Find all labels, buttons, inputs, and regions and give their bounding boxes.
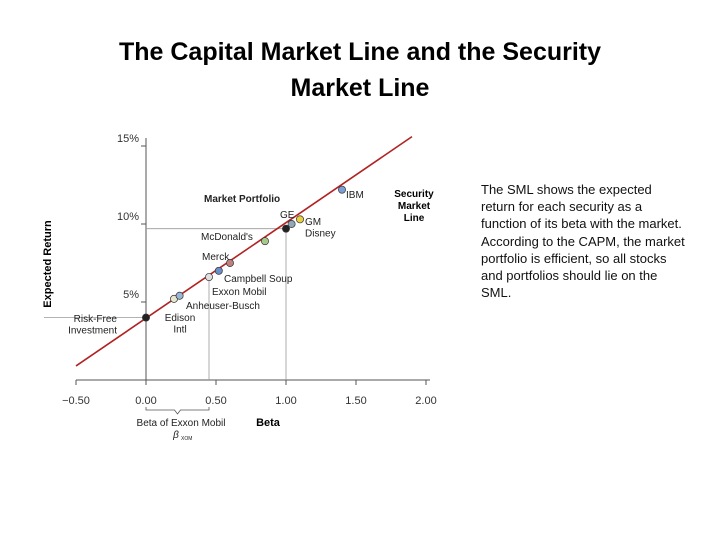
y-tick-label: 5%	[123, 289, 139, 301]
title-line-2: Market Line	[290, 74, 430, 102]
x-tick-label: 1.50	[345, 395, 366, 407]
y-axis-label: Expected Return	[42, 220, 54, 308]
exxon-beta-label: Beta of Exxon Mobil	[137, 418, 226, 429]
x-tick-label: 0.50	[205, 395, 226, 407]
point-label: Intl	[173, 325, 186, 336]
y-tick-label: 15%	[117, 133, 139, 145]
sml-label: Market	[398, 201, 431, 212]
x-tick-label: 0.00	[135, 395, 156, 407]
x-tick-label: −0.50	[62, 395, 90, 407]
description-text: The SML shows the expected return for ea…	[481, 182, 685, 301]
sml-chart: −0.50 0.00 0.50 1.00 1.50 2.00 5% 10% 15% Beta Exp…	[42, 133, 437, 442]
point-label: Exxon Mobil	[212, 287, 266, 298]
point-label: IBM	[346, 190, 364, 201]
x-axis-label: Beta	[256, 417, 281, 429]
point-label: Market Portfolio	[204, 194, 280, 205]
x-tick-label: 2.00	[415, 395, 436, 407]
data-point	[142, 313, 150, 322]
data-point	[296, 215, 304, 224]
exxon-beta-bracket	[145, 407, 210, 415]
data-point	[287, 220, 296, 228]
exxon-beta-symbol: β	[172, 430, 179, 441]
point-label: Merck	[202, 252, 230, 263]
sml-label: Line	[404, 213, 425, 224]
point-label: Investment	[68, 326, 117, 337]
data-point	[205, 273, 213, 281]
exxon-beta-subscript: XOM	[181, 436, 192, 442]
data-point	[214, 266, 223, 275]
point-label: McDonald's	[201, 232, 253, 243]
point-label: Risk-Free	[74, 314, 118, 325]
point-label: Campbell Soup	[224, 274, 293, 285]
data-point	[338, 185, 346, 194]
point-label: Disney	[305, 229, 336, 240]
data-point	[226, 259, 234, 267]
sml-label: Security	[394, 189, 434, 200]
y-tick-label: 10%	[117, 211, 139, 223]
point-label: Anheuser-Busch	[186, 301, 260, 312]
data-point	[175, 291, 184, 300]
x-tick-label: 1.00	[275, 395, 296, 407]
sml-line	[75, 135, 413, 367]
point-label: GE	[280, 210, 295, 221]
data-point	[282, 224, 290, 233]
point-label: Edison	[165, 313, 196, 324]
slide-title: The Capital Market Line and the Security…	[40, 34, 680, 106]
data-point	[261, 237, 269, 246]
title-line-1: The Capital Market Line and the Security	[118, 38, 602, 66]
point-label: GM	[305, 217, 321, 228]
